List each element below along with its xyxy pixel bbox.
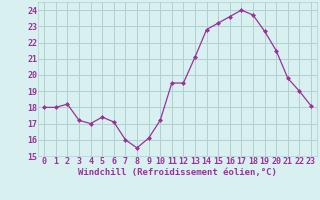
X-axis label: Windchill (Refroidissement éolien,°C): Windchill (Refroidissement éolien,°C) [78,168,277,177]
